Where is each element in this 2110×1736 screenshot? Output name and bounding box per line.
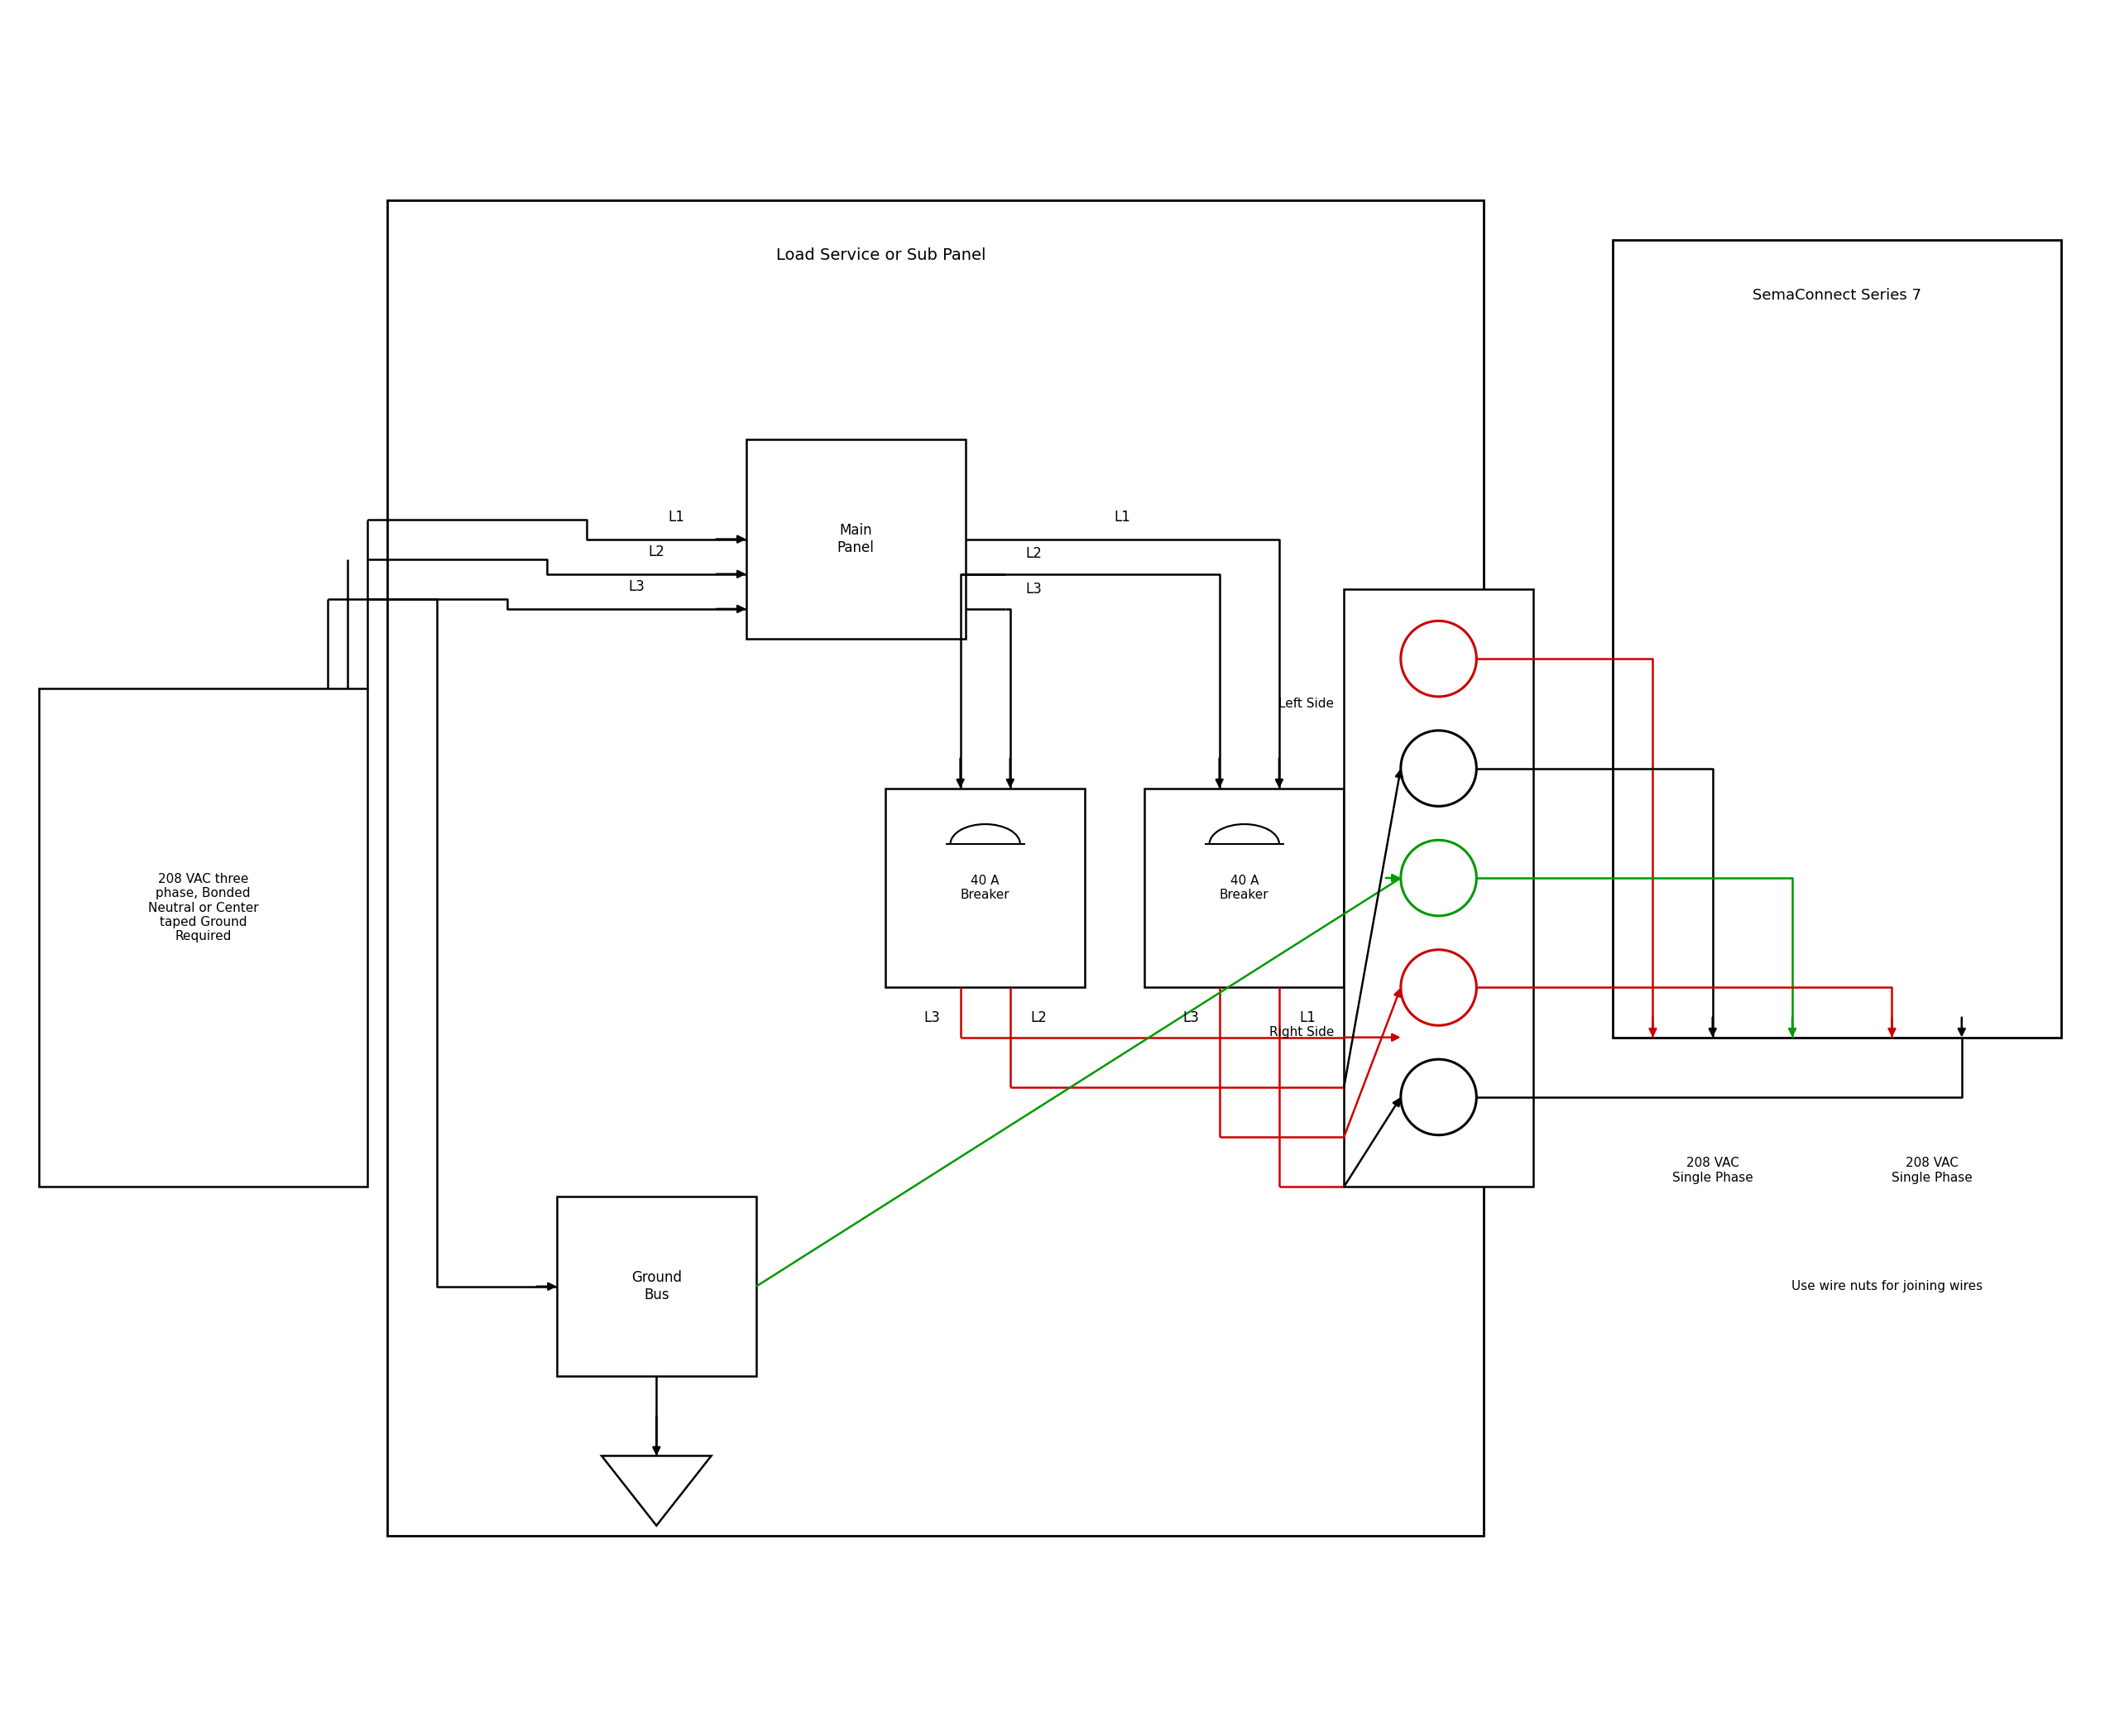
Text: Load Service or Sub Panel: Load Service or Sub Panel	[776, 247, 985, 264]
Text: 40 A
Breaker: 40 A Breaker	[1220, 875, 1268, 901]
Text: L1: L1	[669, 509, 684, 524]
Bar	[388, 200, 1483, 1536]
Text: L2: L2	[1025, 547, 1042, 561]
Text: 208 VAC three
phase, Bonded
Neutral or Center
taped Ground
Required: 208 VAC three phase, Bonded Neutral or C…	[148, 873, 257, 943]
Bar	[886, 788, 1085, 988]
Text: SemaConnect Series 7: SemaConnect Series 7	[1753, 288, 1922, 302]
Text: 208 VAC
Single Phase: 208 VAC Single Phase	[1891, 1156, 1973, 1184]
Bar	[747, 439, 966, 639]
Text: Use wire nuts for joining wires: Use wire nuts for joining wires	[1791, 1279, 1983, 1293]
Text: L1: L1	[1300, 1010, 1315, 1024]
Text: Main
Panel: Main Panel	[838, 523, 874, 556]
Bar	[38, 689, 367, 1187]
Bar	[557, 1196, 755, 1377]
Text: L1: L1	[1114, 509, 1131, 524]
Text: Left Side: Left Side	[1279, 698, 1334, 710]
Text: 40 A
Breaker: 40 A Breaker	[960, 875, 1011, 901]
Text: L2: L2	[1030, 1010, 1047, 1024]
Text: L3: L3	[924, 1010, 941, 1024]
Text: 208 VAC
Single Phase: 208 VAC Single Phase	[1671, 1156, 1753, 1184]
Text: Ground
Bus: Ground Bus	[631, 1271, 682, 1302]
Text: Right Side: Right Side	[1268, 1026, 1334, 1038]
Text: L3: L3	[1025, 582, 1042, 597]
Bar	[1144, 788, 1344, 988]
Text: L2: L2	[648, 543, 665, 559]
Bar	[1612, 240, 2061, 1038]
Text: L3: L3	[629, 580, 646, 594]
Text: L3: L3	[1184, 1010, 1198, 1024]
Bar	[1344, 589, 1534, 1187]
